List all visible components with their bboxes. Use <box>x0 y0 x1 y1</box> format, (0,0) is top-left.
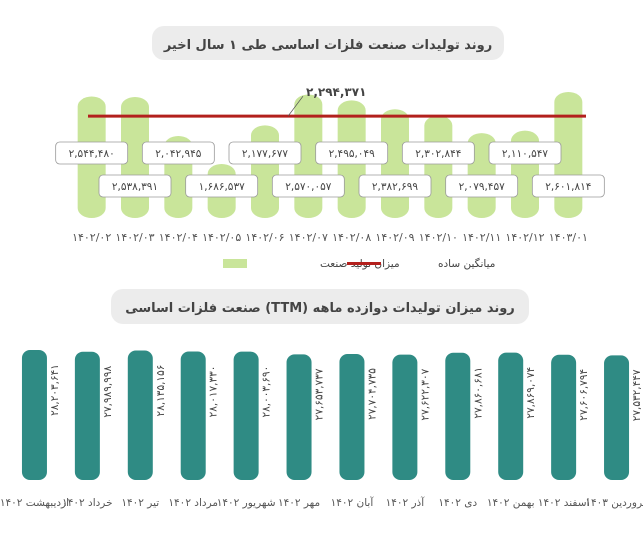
chart2-tick-label: مهر ۱۴۰۲ <box>278 497 320 509</box>
chart1-tick-label: ۱۴۰۲/۰۲ <box>72 231 111 244</box>
chart2-value-label: ۲۷,۶۰۶,۷۹۴ <box>578 369 590 421</box>
chart2-value-label: ۲۷,۹۸۹,۹۹۸ <box>102 365 114 417</box>
chart1-value-label-box <box>488 141 562 165</box>
chart1-tick-label: ۱۴۰۲/۰۵ <box>202 231 241 244</box>
chart2-title-pill <box>111 289 529 324</box>
chart1-value-label: ۲,۵۴۴,۴۸۰ <box>69 148 115 160</box>
chart2-tick-label: خرداد ۱۴۰۲ <box>62 497 112 509</box>
chart2-title: روند میزان تولیدات دوازده ماهه (TTM) صنع… <box>125 301 515 316</box>
chart1-value-label: ۱,۶۸۶,۵۳۷ <box>199 181 246 193</box>
chart2-tick-label: دی ۱۴۰۲ <box>438 497 477 509</box>
chart2-value-label: ۲۷,۸۶۹,۰۷۴ <box>525 367 537 419</box>
chart1-value-label-box <box>315 141 389 165</box>
chart1-tick-label: ۱۴۰۲/۰۴ <box>159 231 198 244</box>
legend-swatch-production <box>223 259 247 268</box>
chart2-value-label: ۲۸,۰۱۷,۳۳۰ <box>208 366 220 418</box>
chart1-value-label: ۲,۱۱۰,۵۴۷ <box>502 148 549 160</box>
chart1-tick-label: ۱۴۰۲/۰۳ <box>115 231 154 244</box>
chart2-value-label: ۲۷,۸۶۰,۶۸۱ <box>472 367 484 419</box>
chart1-value-label: ۲,۴۹۵,۰۴۹ <box>329 148 376 160</box>
chart1-value-label: ۲,۳۰۲,۸۴۴ <box>415 148 461 160</box>
chart1-value-label: ۲,۵۳۸,۳۹۱ <box>112 181 158 193</box>
chart2-bar <box>286 354 312 480</box>
legend-label-average: میانگین ساده <box>438 257 495 270</box>
chart1-value-label-box <box>141 141 215 165</box>
chart1-value-label-box <box>401 141 475 165</box>
chart1-value-label-box <box>445 174 519 198</box>
chart2-bar <box>551 354 577 480</box>
chart1-value-label: ۲,۶۰۱,۸۱۴ <box>545 181 591 193</box>
chart1-title: روند تولیدات صنعت فلزات اساسی طی ۱ سال ا… <box>163 38 492 53</box>
chart2-tick-label: مرداد ۱۴۰۲ <box>168 497 218 509</box>
chart2-bar <box>21 350 47 480</box>
chart2-value-label: ۲۸,۰۰۳,۶۹۰ <box>261 366 273 418</box>
chart1-bar <box>424 115 453 218</box>
chart2-bar <box>74 351 100 480</box>
chart1-value-label-box <box>531 174 605 198</box>
chart2-tick-label: آذر ۱۴۰۲ <box>386 496 426 509</box>
chart1-value-label: ۲,۵۷۰,۰۵۷ <box>285 181 332 193</box>
chart2-bar <box>392 354 418 480</box>
chart1-tick-label: ۱۴۰۲/۰۹ <box>375 231 414 244</box>
chart2-bar <box>339 354 365 480</box>
chart1-tick-label: ۱۴۰۲/۱۲ <box>505 231 544 244</box>
chart1-value-label: ۲,۰۴۲,۹۴۵ <box>155 148 202 160</box>
chart2-tick-label: شهریور ۱۴۰۲ <box>217 497 276 509</box>
chart1-value-label-box <box>185 174 259 198</box>
chart1-tick-label: ۱۴۰۲/۰۶ <box>245 231 284 244</box>
chart1-value-label: ۲,۳۸۲,۶۹۹ <box>372 181 419 193</box>
chart1-value-label-box <box>55 141 129 165</box>
chart2-tick-label: آبان ۱۴۰۲ <box>331 496 375 509</box>
chart2-value-label: ۲۸,۲۰۳,۶۴۱ <box>49 364 61 416</box>
average-callout-line <box>287 95 304 117</box>
chart2-bar <box>127 350 153 480</box>
chart1-value-label-box <box>228 141 302 165</box>
chart1-bar <box>251 125 279 218</box>
chart1-tick-label: ۱۴۰۳/۰۱ <box>549 231 588 244</box>
chart1-tick-label: ۱۴۰۲/۰۷ <box>289 231 328 244</box>
chart1-tick-label: ۱۴۰۲/۱۰ <box>419 231 458 244</box>
chart1-value-label-box <box>271 174 345 198</box>
chart1-tick-label: ۱۴۰۲/۰۸ <box>332 231 371 244</box>
chart1-value-label-box <box>358 174 432 198</box>
chart2-value-label: ۲۷,۶۲۲,۳۰۷ <box>419 368 431 420</box>
chart2-bar <box>180 351 206 480</box>
chart1-value-label-box <box>98 174 172 198</box>
chart1-title-pill <box>152 26 504 60</box>
chart1-legend: میزان تولید صنعت میانگین ساده <box>223 257 495 270</box>
chart2-tick-label: اردیبهشت ۱۴۰۲ <box>0 497 69 509</box>
chart2-tick-label: فروردین ۱۴۰۳ <box>585 497 643 509</box>
chart2-value-label: ۲۸,۱۳۵,۱۵۶ <box>155 365 167 417</box>
chart2-bar <box>233 351 259 480</box>
chart2-tick-label: بهمن ۱۴۰۲ <box>487 497 535 509</box>
chart2-tick-label: اسفند ۱۴۰۲ <box>538 497 590 509</box>
chart2-value-label: ۲۷,۵۳۲,۴۴۷ <box>631 369 643 421</box>
chart2-value-label: ۲۷,۷۰۴,۷۳۵ <box>366 368 378 420</box>
chart2-bar <box>498 352 524 480</box>
chart2-tick-label: تیر ۱۴۰۲ <box>121 497 159 509</box>
chart2-bar <box>445 352 471 480</box>
chart1-value-label: ۲,۰۷۹,۴۵۷ <box>459 181 506 193</box>
legend-swatch-average <box>347 262 381 265</box>
chart2-bar <box>604 355 630 480</box>
average-value-label: ۲,۲۹۴,۳۷۱ <box>306 85 366 99</box>
chart1-value-label: ۲,۱۷۷,۶۷۷ <box>242 148 289 160</box>
chart1-tick-label: ۱۴۰۲/۱۱ <box>462 231 501 244</box>
chart2-value-label: ۲۷,۶۵۳,۷۳۷ <box>314 368 326 420</box>
